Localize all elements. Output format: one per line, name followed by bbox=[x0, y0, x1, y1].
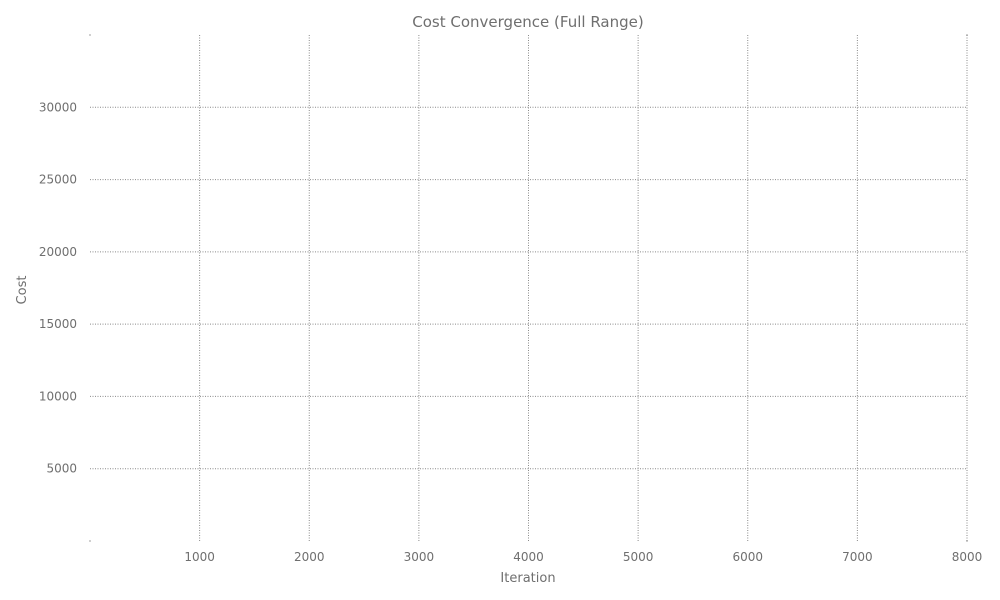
y-tick-label: 25000 bbox=[39, 173, 77, 187]
grid-layer bbox=[90, 35, 968, 541]
y-tick-label: 15000 bbox=[39, 317, 77, 331]
x-tick-labels: 1000 2000 3000 4000 5000 6000 7000 8000 bbox=[184, 550, 982, 564]
x-tick-label: 2000 bbox=[294, 550, 325, 564]
chart-title: Cost Convergence (Full Range) bbox=[412, 13, 643, 31]
y-tick-label: 30000 bbox=[39, 100, 77, 114]
y-tick-label: 10000 bbox=[39, 389, 77, 403]
x-tick-label: 1000 bbox=[184, 550, 215, 564]
x-tick-label: 5000 bbox=[623, 550, 654, 564]
y-tick-label: 20000 bbox=[39, 245, 77, 259]
y-axis-label: Cost bbox=[15, 276, 30, 305]
y-tick-label: 5000 bbox=[46, 462, 77, 476]
x-tick-label: 4000 bbox=[513, 550, 544, 564]
axis-corner-marks bbox=[89, 34, 968, 542]
x-tick-label: 3000 bbox=[404, 550, 435, 564]
x-tick-label: 7000 bbox=[842, 550, 873, 564]
x-axis-label: Iteration bbox=[500, 571, 555, 586]
x-tick-label: 6000 bbox=[732, 550, 763, 564]
y-tick-labels: 5000 10000 15000 20000 25000 30000 bbox=[39, 100, 77, 475]
x-tick-label: 8000 bbox=[952, 550, 983, 564]
